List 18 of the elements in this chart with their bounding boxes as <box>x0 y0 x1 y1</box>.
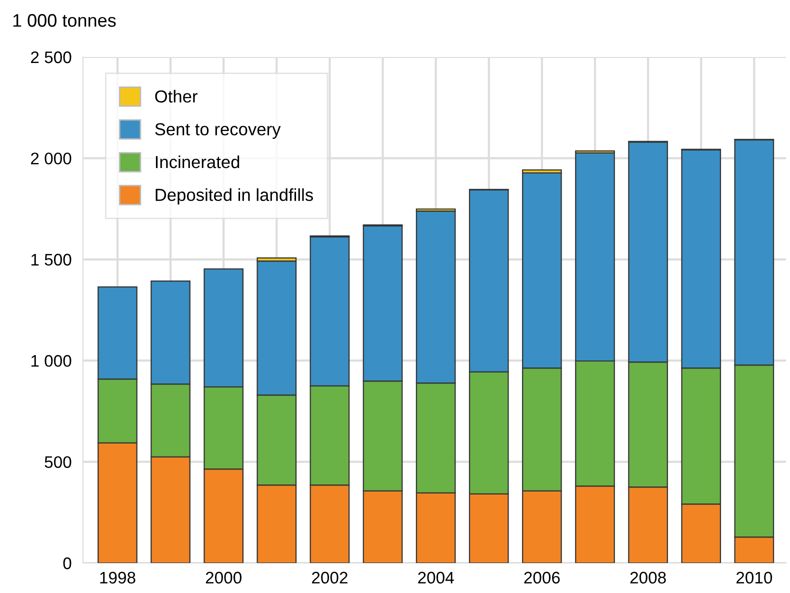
legend-label: Other <box>155 90 198 103</box>
y-tick-label: 0 <box>63 557 72 570</box>
x-tick-label: 2010 <box>736 572 772 584</box>
x-tick-label: 1998 <box>100 572 136 584</box>
x-tick-label: 2006 <box>524 572 560 584</box>
y-tick-label: 1 500 <box>31 254 72 266</box>
x-tick-label: 2008 <box>630 572 666 584</box>
y-tick-label: 1 000 <box>31 355 72 367</box>
y-axis-title: 1 000 tonnes <box>13 14 116 27</box>
y-tick-label: 500 <box>44 456 72 468</box>
y-tick-label: 2 000 <box>31 152 72 164</box>
legend-label: Deposited in landfills <box>156 188 313 204</box>
x-tick-label: 2002 <box>312 572 348 584</box>
x-tick-label: 2000 <box>206 572 242 584</box>
y-tick-label: 2 500 <box>31 51 72 64</box>
x-tick-label: 2004 <box>418 572 454 584</box>
legend-label: Incinerated <box>156 155 240 168</box>
legend-label: Sent to recovery <box>155 123 281 139</box>
